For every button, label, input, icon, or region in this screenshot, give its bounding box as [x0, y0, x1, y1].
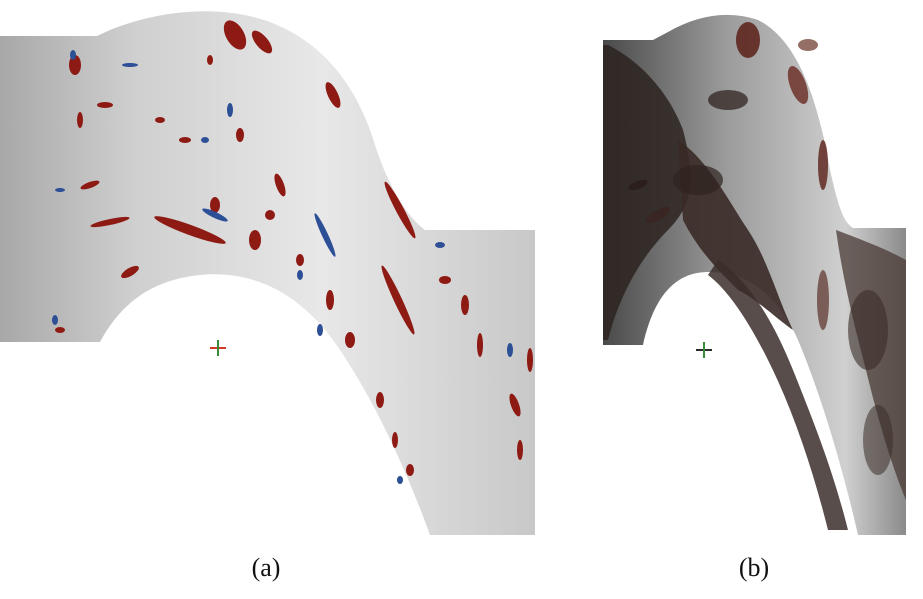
origin-axes-marker [696, 342, 712, 358]
negative-vortex-structures [52, 50, 513, 484]
panel-b [598, 0, 910, 545]
panel-b-caption: (b) [738, 553, 770, 582]
panel-a [0, 11, 535, 536]
panel-b-figure [603, 14, 906, 535]
panel-a-caption: (a) [251, 553, 281, 582]
dense-vortex-structures [603, 22, 906, 530]
panel-a-figure [0, 11, 535, 536]
origin-axes-marker [210, 340, 226, 356]
domain-region [0, 11, 535, 536]
positive-vortex-structures [55, 20, 533, 476]
